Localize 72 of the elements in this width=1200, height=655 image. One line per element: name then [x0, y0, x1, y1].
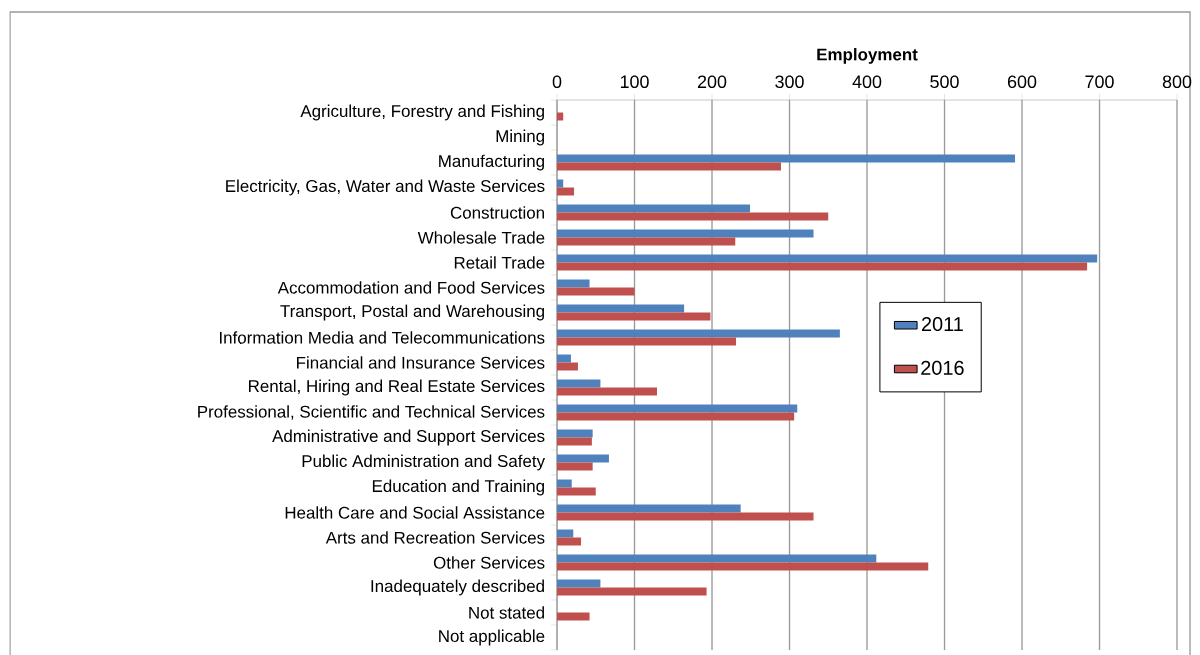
bar — [557, 354, 571, 363]
bar — [557, 287, 635, 296]
y-tick-label: Construction — [450, 206, 544, 219]
y-tick-label: Arts and Recreation Services — [325, 531, 545, 544]
y-tick-label: Not stated — [469, 606, 544, 619]
y-tick-label: Not applicable — [439, 629, 545, 646]
bar — [557, 412, 795, 421]
x-tick-label: 800 — [1162, 75, 1192, 89]
x-tick-label: 400 — [852, 75, 882, 89]
x-tick-label: 300 — [775, 75, 804, 89]
bar — [557, 537, 582, 546]
bar — [557, 479, 572, 488]
y-tick-label: Financial and Insurance Services — [297, 356, 545, 369]
bar — [557, 562, 929, 571]
y-tick-label: Education and Training — [372, 479, 544, 496]
bar — [557, 212, 829, 221]
bar — [557, 504, 741, 513]
x-tick-label: 200 — [697, 75, 727, 89]
bar — [557, 329, 840, 338]
bar — [557, 337, 737, 346]
bar — [557, 554, 877, 563]
bar — [557, 379, 601, 388]
bar — [557, 187, 575, 196]
x-tick-label: 700 — [1085, 75, 1114, 89]
bar — [557, 154, 1016, 163]
y-tick-label: Agriculture, Forestry and Fishing — [300, 104, 544, 121]
bar — [557, 387, 657, 396]
legend-label: 2011 — [921, 317, 963, 332]
y-tick-label: Manufacturing — [439, 154, 544, 171]
bar — [557, 587, 707, 596]
x-tick-label: 600 — [1007, 75, 1037, 89]
y-tick-label: Administrative and Support Services — [272, 429, 545, 446]
bar — [557, 229, 814, 238]
x-tick-label: 500 — [930, 75, 959, 89]
bar — [557, 304, 685, 313]
bar — [557, 454, 609, 463]
bar — [557, 162, 781, 171]
bar — [557, 279, 590, 288]
x-axis-title: Employment — [817, 48, 918, 64]
bar — [557, 179, 564, 188]
bar — [557, 612, 590, 621]
bar — [557, 312, 711, 321]
y-tick-label: Transport, Postal and Warehousing — [280, 304, 544, 321]
bar — [557, 437, 592, 446]
y-tick-label: Mining — [496, 129, 544, 146]
y-tick-label: Professional, Scientific and Technical Services — [198, 405, 545, 420]
legend-label: 2016 — [921, 360, 964, 375]
bar — [557, 254, 1098, 263]
bar — [557, 579, 601, 588]
bar — [557, 262, 1088, 271]
bar — [557, 512, 814, 521]
y-tick-label: Inadequately described — [371, 579, 544, 596]
bar — [557, 404, 798, 413]
bar — [557, 112, 564, 121]
x-tick-label: 100 — [620, 75, 649, 89]
y-tick-label: Other Services — [433, 556, 545, 569]
y-tick-label: Information Media and Telecommunications — [219, 331, 545, 344]
y-tick-label: Rental, Hiring and Real Estate Services — [249, 379, 545, 396]
bar — [557, 204, 750, 213]
y-tick-label: Public Administration and Safety — [302, 454, 546, 471]
bar — [557, 487, 596, 496]
bar — [557, 529, 574, 538]
y-tick-label: Accommodation and Food Services — [277, 281, 545, 294]
y-tick-label: Health Care and Social Assistance — [285, 506, 545, 519]
bar — [557, 362, 578, 371]
y-tick-label: Wholesale Trade — [417, 231, 545, 244]
bar — [557, 237, 736, 246]
bar — [557, 429, 593, 438]
x-tick-label: 0 — [552, 75, 562, 89]
y-tick-label: Electricity, Gas, Water and Waste Services — [226, 179, 545, 196]
y-tick-label: Retail Trade — [454, 256, 545, 269]
bar — [557, 462, 593, 471]
